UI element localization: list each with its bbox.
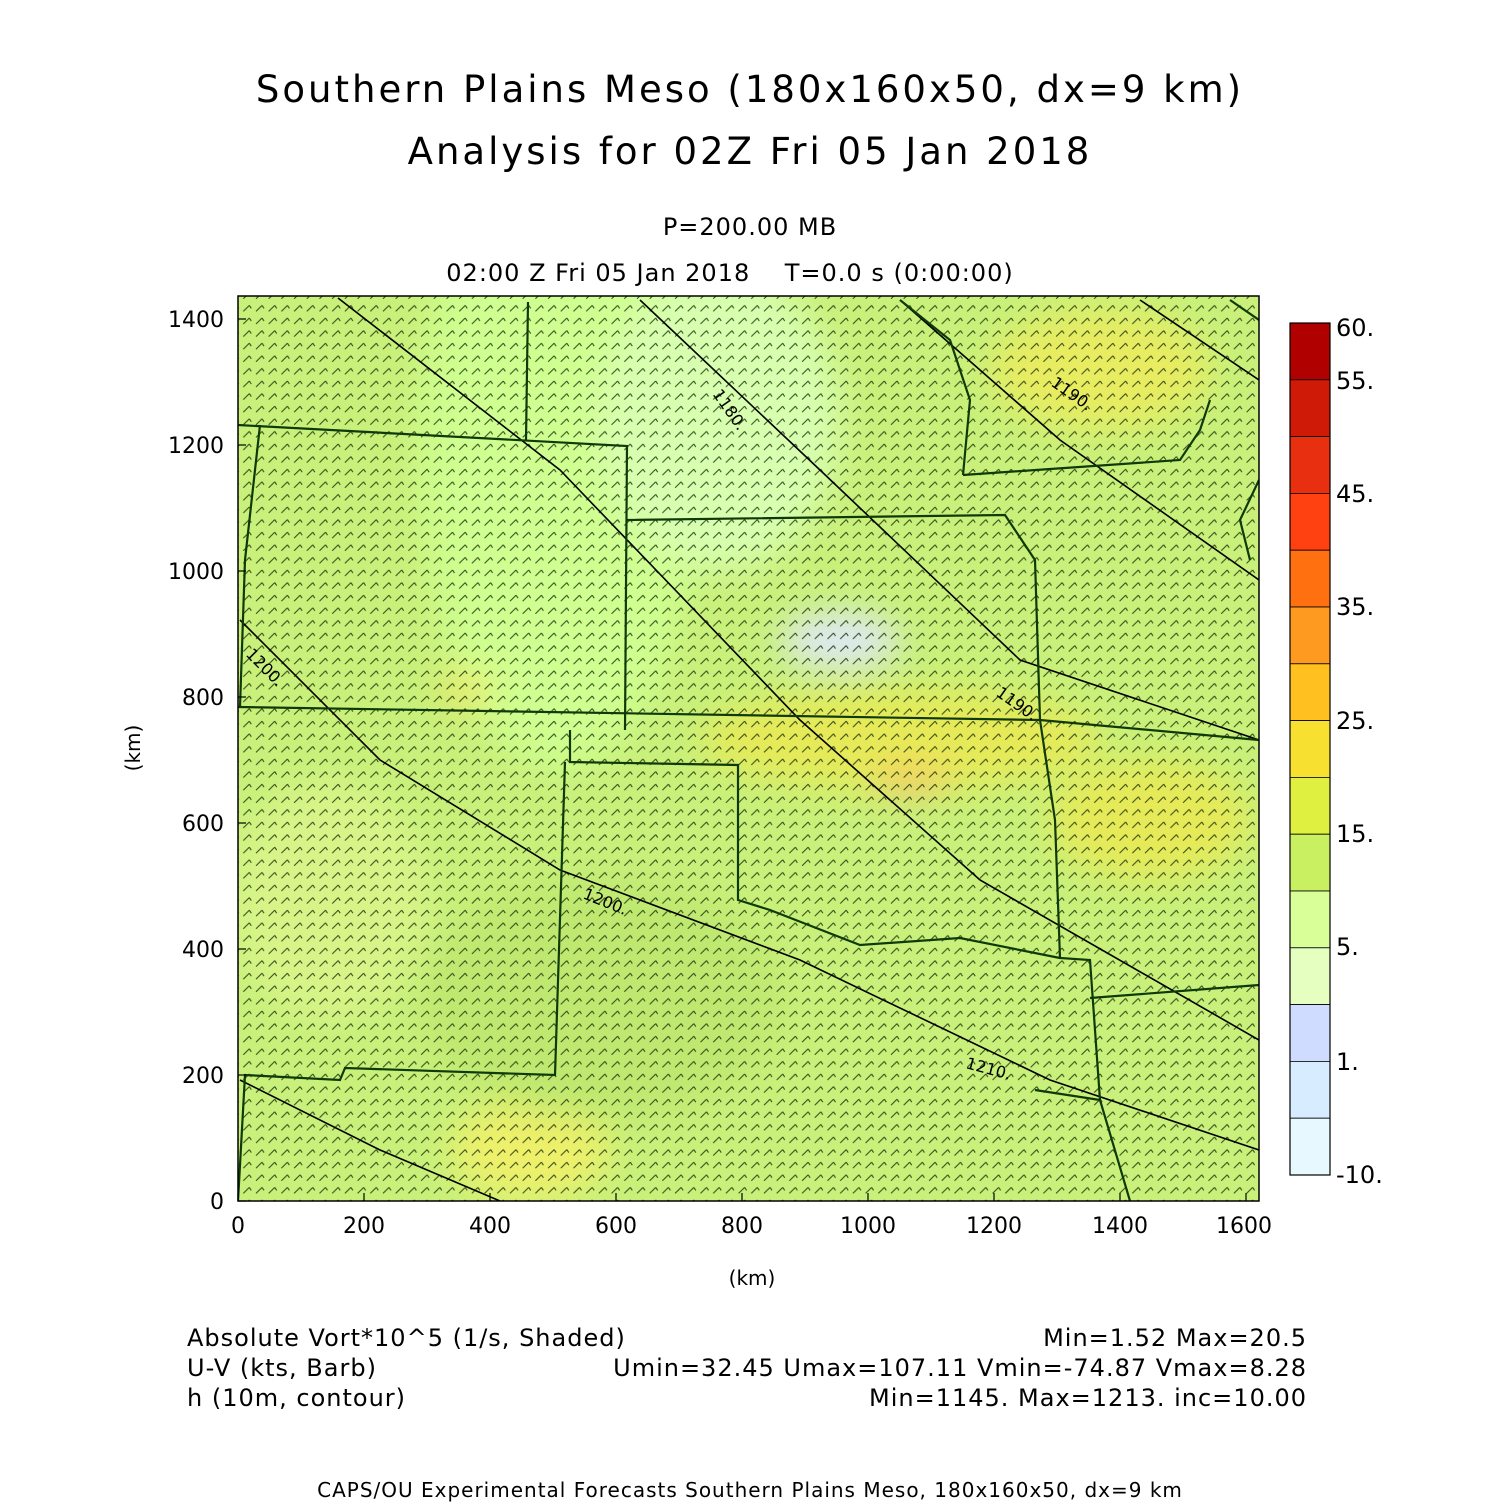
colorbar-box — [1289, 606, 1331, 665]
state-borders — [238, 299, 1259, 1201]
colorbar-box — [1289, 1117, 1331, 1176]
legend-field-vorticity: Absolute Vort*10^5 (1/s, Shaded) — [187, 1324, 626, 1352]
colorbar-box — [1289, 777, 1331, 835]
y-tick-label: 1200 — [168, 434, 224, 459]
colorbar-box — [1289, 549, 1331, 608]
x-tick-label: 1000 — [840, 1214, 896, 1239]
colorbar-box — [1289, 890, 1331, 949]
legend-height-stats: Min=1145. Max=1213. inc=10.00 — [869, 1384, 1307, 1412]
pressure-level: P=200.00 MB — [662, 213, 838, 241]
colorbar-box — [1289, 436, 1331, 494]
footer-credit: CAPS/OU Experimental Forecasts Southern … — [317, 1478, 1183, 1502]
colorbar-label: 45. — [1336, 480, 1374, 508]
y-tick-label: 1400 — [168, 308, 224, 333]
legend-wind-stats: Umin=32.45 Umax=107.11 Vmin=-74.87 Vmax=… — [613, 1354, 1307, 1382]
colorbar-label: 25. — [1336, 707, 1374, 735]
title-line-2: Analysis for 02Z Fri 05 Jan 2018 — [407, 130, 1093, 173]
colorbar-box — [1289, 720, 1331, 778]
axis-ticks — [237, 318, 1247, 1202]
x-axis-label: (km) — [729, 1266, 776, 1290]
colorbar-box — [1289, 947, 1331, 1005]
legend-field-wind: U-V (kts, Barb) — [187, 1354, 377, 1382]
x-tick-label: 0 — [231, 1214, 245, 1239]
title-line-1: Southern Plains Meso (180x160x50, dx=9 k… — [255, 68, 1245, 111]
colorbar-label: -10. — [1336, 1161, 1383, 1189]
y-axis-label: (km) — [121, 725, 145, 772]
x-tick-label: 600 — [595, 1214, 637, 1239]
colorbar-boxes — [1289, 322, 1331, 1176]
vorticity-shading: 1180. 1190. 1200. 1190. 1200. 1210. — [238, 296, 1259, 1201]
colorbar-box — [1289, 492, 1331, 551]
y-tick-label: 600 — [182, 812, 224, 837]
y-tick-label: 1000 — [168, 560, 224, 585]
y-tick-label: 400 — [182, 938, 224, 963]
x-tick-label: 1200 — [966, 1214, 1022, 1239]
colorbar-label: 55. — [1336, 367, 1374, 395]
forecast-time-text: T=0.0 s (0:00:00) — [784, 259, 1014, 287]
legend-vorticity-stats: Min=1.52 Max=20.5 — [1043, 1324, 1307, 1352]
y-tick-label: 200 — [182, 1064, 224, 1089]
colorbar: 60. 55. 45. 35. 25. 15. 5. 1. -10. — [1289, 314, 1383, 1189]
colorbar-box — [1289, 379, 1331, 437]
valid-time: 02:00 Z Fri 05 Jan 2018 T=0.0 s (0:00:00… — [0, 259, 1480, 287]
colorbar-label: 60. — [1336, 314, 1374, 342]
colorbar-box — [1289, 1061, 1331, 1119]
colorbar-label: 5. — [1336, 933, 1359, 961]
colorbar-label: 1. — [1336, 1048, 1359, 1076]
x-tick-label: 400 — [469, 1214, 511, 1239]
x-tick-label: 800 — [721, 1214, 763, 1239]
y-tick-label: 800 — [182, 686, 224, 711]
colorbar-label: 35. — [1336, 593, 1374, 621]
colorbar-label: 15. — [1336, 820, 1374, 848]
valid-time-text: 02:00 Z Fri 05 Jan 2018 — [446, 259, 751, 287]
colorbar-box — [1289, 833, 1331, 892]
x-tick-label: 200 — [343, 1214, 385, 1239]
x-tick-label: 1400 — [1092, 1214, 1148, 1239]
colorbar-box — [1289, 322, 1331, 381]
x-tick-label: 1600 — [1216, 1214, 1272, 1239]
colorbar-box — [1289, 1004, 1331, 1062]
y-tick-label: 0 — [210, 1190, 224, 1215]
legend-field-height: h (10m, contour) — [187, 1384, 407, 1412]
height-contours — [239, 297, 1259, 1201]
colorbar-box — [1289, 663, 1331, 721]
plot-frame — [237, 295, 1260, 1202]
